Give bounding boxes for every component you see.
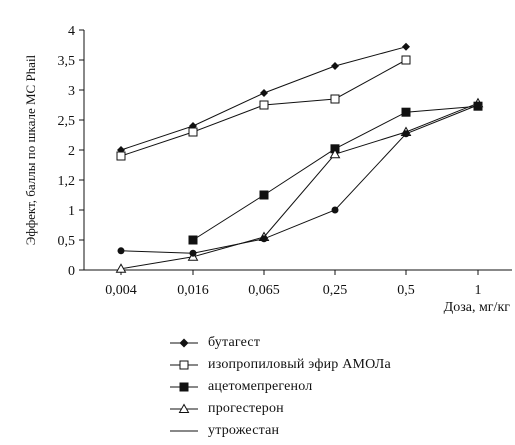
y-tick-label: 3: [68, 84, 75, 99]
series-layer: [115, 42, 484, 273]
x-tick-label: 0,065: [248, 283, 280, 298]
y-tick-label: 4: [68, 24, 75, 39]
x-axis-label: Доза, мг/кг: [444, 300, 511, 315]
data-point: [117, 247, 125, 255]
data-point: [259, 190, 269, 200]
legend-item: ацетомепрегенол: [170, 376, 391, 398]
x-tick-label: 0,016: [177, 283, 209, 298]
legend-item: прогестерон: [170, 398, 391, 420]
data-point: [259, 100, 269, 110]
legend-label: изопропиловый эфир АМОЛа: [208, 357, 391, 372]
legend-item: бутагест: [170, 332, 391, 354]
y-axis-label: Эффект, баллы по шкале МС Phail: [23, 54, 38, 245]
data-point: [330, 94, 340, 104]
data-point: [116, 151, 126, 161]
data-point: [331, 206, 339, 214]
y-tick-label: 3,5: [58, 54, 76, 69]
series-line: [120, 104, 479, 254]
data-point: [260, 235, 268, 243]
chart-legend: бутагест изопропиловый эфир АМОЛа ацетом…: [170, 332, 391, 442]
open-square-icon: [170, 360, 198, 370]
series-group: [188, 101, 483, 245]
legend-label: прогестерон: [208, 401, 284, 416]
series-group: [117, 101, 482, 257]
data-point: [115, 263, 127, 273]
y-tick-label: 1,2: [58, 174, 76, 189]
data-point: [401, 55, 411, 65]
filled-diamond-icon: [170, 338, 198, 348]
x-tick-label: 0,5: [397, 283, 415, 298]
y-tick-label: 1: [68, 204, 75, 219]
open-triangle-icon: [170, 403, 198, 413]
filled-square-icon: [170, 382, 198, 392]
data-point: [402, 130, 410, 138]
legend-item: утрожестан: [170, 420, 391, 442]
data-point: [331, 62, 339, 70]
series-group: [117, 42, 410, 154]
series-line: [120, 102, 479, 270]
data-point: [260, 89, 268, 97]
data-point: [189, 249, 197, 257]
line-chart: 0 0,5 1 1,2 2 2,5 3 3,5 4 0,004 0,016 0,065 0,25 0,5…: [23, 24, 512, 315]
legend-item: изопропиловый эфир АМОЛа: [170, 354, 391, 376]
legend-label: ацетомепрегенол: [208, 379, 313, 394]
x-tick-label: 0,25: [323, 283, 348, 298]
series-group: [116, 55, 411, 161]
y-tick-label: 0,5: [58, 234, 76, 249]
series-line: [192, 105, 479, 241]
line-icon: [170, 430, 198, 432]
x-tick-label: 0,004: [105, 283, 137, 298]
y-axis-ticks: 0 0,5 1 1,2 2 2,5 3 3,5 4: [58, 24, 84, 279]
y-tick-label: 2: [68, 144, 75, 159]
y-tick-label: 2,5: [58, 114, 76, 129]
x-tick-label: 1: [475, 283, 482, 298]
data-point: [188, 127, 198, 137]
data-point: [188, 235, 198, 245]
legend-label: бутагест: [208, 335, 261, 350]
data-point: [474, 101, 482, 109]
legend-label: утрожестан: [208, 423, 280, 438]
y-tick-label: 0: [68, 264, 75, 279]
data-point: [401, 107, 411, 117]
data-point: [402, 42, 410, 51]
data-point: [329, 148, 341, 159]
x-axis-ticks: 0,004 0,016 0,065 0,25 0,5 1: [105, 270, 482, 298]
